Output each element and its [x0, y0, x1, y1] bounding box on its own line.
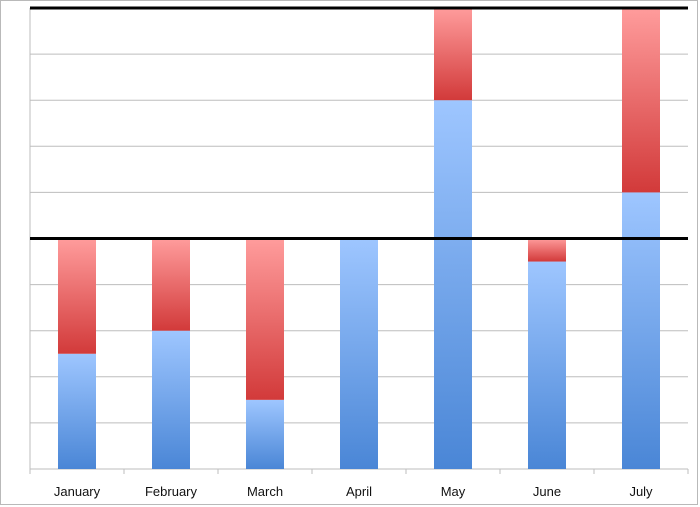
- bar-segment-march-series-2: [246, 238, 284, 400]
- x-tick-label: April: [346, 484, 372, 499]
- bar-segment-march-series-1: [246, 399, 284, 469]
- bar-segment-july-series-2: [622, 8, 660, 193]
- x-tick-label: March: [247, 484, 283, 499]
- x-tick-label: July: [629, 484, 653, 499]
- x-tick-label: June: [533, 484, 561, 499]
- bar-segment-january-series-2: [58, 238, 96, 354]
- reference-lines: [30, 6, 688, 240]
- x-tick-label: January: [54, 484, 101, 499]
- bar-segment-may-series-1: [434, 100, 472, 469]
- bar-segment-february-series-2: [152, 238, 190, 331]
- x-tick-label: February: [145, 484, 198, 499]
- bar-segment-february-series-1: [152, 330, 190, 469]
- x-tick-labels: January February March April May June July: [54, 484, 653, 499]
- bar-segment-may-series-2: [434, 8, 472, 101]
- bar-segment-july-series-1: [622, 192, 660, 469]
- bar-segment-january-series-1: [58, 353, 96, 469]
- bar-segment-june-series-1: [528, 261, 566, 469]
- bar-segment-april-series-1: [340, 238, 378, 469]
- x-tick-label: May: [441, 484, 466, 499]
- bars: [58, 8, 660, 469]
- bar-segment-june-series-2: [528, 238, 566, 262]
